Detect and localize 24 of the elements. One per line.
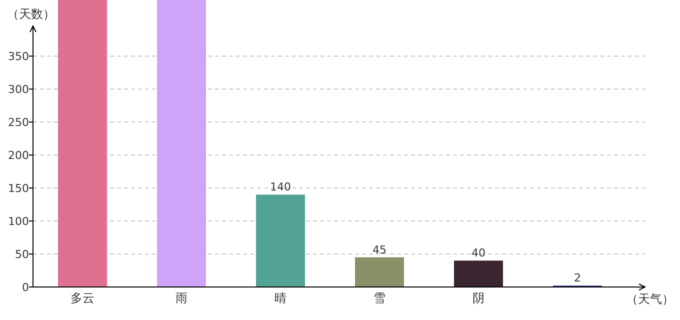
y-tick-label: 200 — [8, 149, 29, 162]
y-tick-label: 50 — [15, 248, 29, 262]
x-tick-label: 阴 — [472, 291, 484, 305]
data-label: 45 — [372, 243, 386, 256]
y-tick-label: 250 — [8, 116, 29, 130]
x-tick-label: 晴 — [274, 291, 286, 305]
bar — [256, 194, 305, 287]
data-label: 2 — [574, 272, 581, 285]
y-tick-label: 150 — [8, 182, 29, 196]
y-tick-label: 350 — [8, 50, 29, 64]
x-tick-label: 雪 — [374, 291, 386, 305]
bar — [157, 0, 206, 287]
bar — [355, 257, 404, 287]
y-tick-label: 100 — [8, 215, 29, 228]
x-tick-label: 多云 — [70, 291, 94, 305]
data-label: 140 — [270, 180, 291, 194]
y-tick-label: 300 — [8, 83, 29, 96]
y-axis-title: （天数） — [7, 7, 55, 21]
x-axis-title: （天气） — [626, 292, 674, 306]
bar — [454, 260, 503, 287]
bar — [58, 0, 107, 287]
data-label: 40 — [472, 246, 486, 260]
y-tick-label: 0 — [22, 281, 29, 294]
x-tick-label: 雨 — [176, 291, 188, 305]
